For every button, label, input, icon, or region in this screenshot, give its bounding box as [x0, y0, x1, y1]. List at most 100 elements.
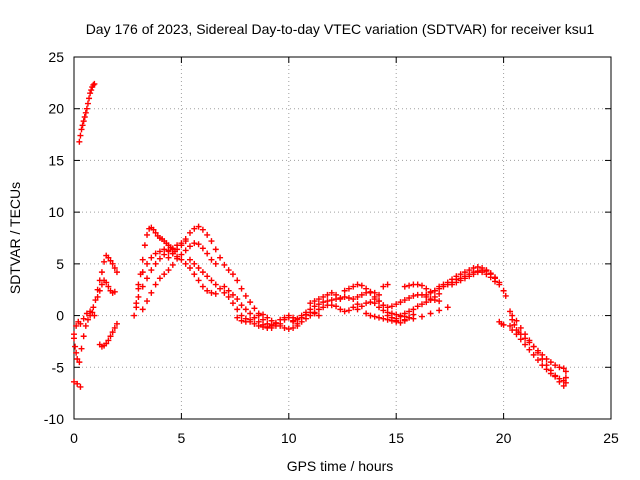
data-point [195, 241, 202, 248]
data-point [144, 231, 151, 238]
data-point [315, 296, 322, 303]
data-point [165, 267, 172, 274]
data-point [139, 256, 146, 263]
data-point [178, 242, 185, 249]
y-tick-label: 10 [48, 204, 64, 220]
data-point [247, 299, 254, 306]
data-point [247, 310, 254, 317]
data-point [345, 285, 352, 292]
data-point [152, 250, 159, 257]
data-point [281, 324, 288, 331]
data-point [371, 296, 378, 303]
data-point [260, 311, 267, 318]
data-point [204, 250, 211, 257]
data-point [277, 322, 284, 329]
data-point [307, 312, 314, 319]
series-arc-c [71, 252, 120, 338]
series-arc-d [94, 277, 118, 300]
data-point [427, 289, 434, 296]
data-point [315, 301, 322, 308]
data-point [526, 346, 533, 353]
data-point [496, 279, 503, 286]
data-point [78, 345, 85, 352]
data-point [204, 273, 211, 280]
data-point [307, 300, 314, 307]
data-point [251, 305, 258, 312]
data-point [436, 298, 443, 305]
data-point [264, 314, 271, 321]
data-point [461, 269, 468, 276]
x-tick-label: 25 [603, 430, 619, 446]
data-point [139, 269, 146, 276]
data-point [191, 271, 198, 278]
y-tick-label: -10 [44, 411, 64, 427]
plot-frame [73, 56, 612, 420]
data-point [82, 322, 89, 329]
data-point [109, 260, 116, 267]
data-point [281, 314, 288, 321]
data-point [431, 287, 438, 294]
data-point [74, 356, 81, 363]
series-arc-l [186, 256, 275, 331]
series-arc-x [393, 304, 451, 324]
data-point [556, 364, 563, 371]
data-point [221, 283, 228, 290]
data-point [436, 283, 443, 290]
data-point [406, 294, 413, 301]
data-point [105, 337, 112, 344]
data-point [423, 291, 430, 298]
data-point [90, 304, 97, 311]
data-point [111, 264, 118, 271]
data-point [152, 260, 159, 267]
data-point [107, 333, 114, 340]
data-point [73, 349, 80, 356]
y-tick-labels: -10 -5 0 5 10 15 20 25 [44, 49, 64, 427]
data-point [234, 296, 241, 303]
data-point [406, 314, 413, 321]
data-point [418, 282, 425, 289]
data-point [111, 288, 118, 295]
data-point [526, 337, 533, 344]
data-point [135, 281, 142, 288]
data-point [238, 302, 245, 309]
data-point [272, 320, 279, 327]
data-point [423, 299, 430, 306]
series-arc-af [509, 312, 569, 389]
data-point [298, 312, 305, 319]
data-point [294, 322, 301, 329]
series-arc-m [221, 283, 301, 331]
series-arc-f [76, 80, 98, 145]
data-point [212, 290, 219, 297]
y-axis-label: SDTVAR / TECUs [7, 182, 23, 294]
data-point [414, 303, 421, 310]
data-point [388, 314, 395, 321]
data-point [191, 260, 198, 267]
data-point [221, 289, 228, 296]
data-point [345, 294, 352, 301]
data-point [73, 322, 80, 329]
data-point [562, 379, 569, 386]
data-point [156, 255, 163, 262]
data-point [72, 343, 79, 350]
data-point [182, 260, 189, 267]
data-point [453, 273, 460, 280]
data-point [71, 331, 77, 338]
data-point [376, 304, 383, 311]
data-point [315, 306, 322, 313]
data-point [161, 251, 168, 258]
data-point [436, 290, 443, 297]
data-point [169, 261, 176, 268]
data-point [320, 304, 327, 311]
data-point [290, 318, 297, 325]
data-point [255, 312, 262, 319]
data-point [534, 349, 541, 356]
data-point [76, 359, 83, 366]
series-arc-g [131, 224, 178, 319]
data-point [285, 326, 292, 333]
data-point [229, 271, 236, 278]
data-point [208, 289, 215, 296]
data-point [285, 312, 292, 319]
data-point [410, 306, 417, 313]
data-point [141, 242, 148, 249]
